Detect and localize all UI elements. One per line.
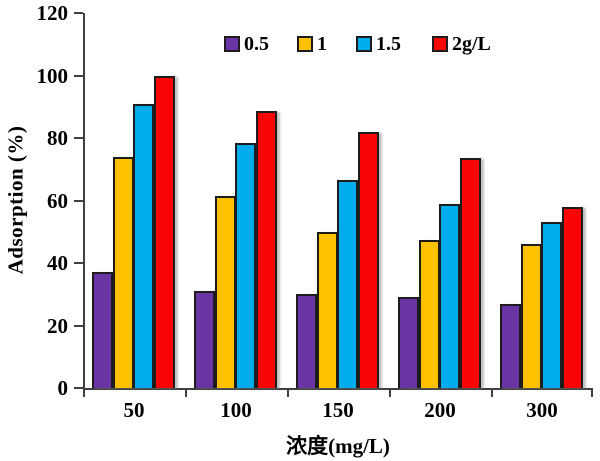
legend-swatch-icon: [432, 36, 448, 52]
x-tick-label-200: 200: [424, 398, 456, 422]
bar-0.5-50: [92, 272, 113, 388]
legend-label: 1: [317, 33, 327, 55]
bar-1-200: [418, 239, 440, 388]
x-tick-label-300: 300: [526, 398, 558, 422]
bar-1.5-200: [439, 203, 461, 388]
bar-1.5-100: [235, 142, 257, 388]
bar-2g/L-150: [358, 131, 380, 388]
x-tick-mark: [591, 389, 593, 397]
bar-0.5-300: [500, 303, 521, 388]
plot-area: [83, 13, 593, 390]
y-tick-label-0: 0: [57, 376, 69, 400]
y-tick-mark: [74, 137, 83, 139]
bar-2g/L-100: [256, 111, 278, 388]
legend-label: 1.5: [376, 33, 401, 55]
bar-0.5-150: [296, 294, 317, 388]
bar-2g/L-300: [562, 206, 584, 388]
bar-2g/L-200: [460, 158, 482, 388]
legend-item-0.5: 0.5: [224, 34, 269, 54]
y-tick-mark: [74, 199, 83, 202]
y-tick-label-60: 60: [47, 188, 68, 213]
legend-item-2g/L: 2g/L: [432, 34, 491, 54]
bar-2g/L-50: [154, 75, 176, 388]
legend-swatch-icon: [224, 36, 240, 52]
bar-0.5-200: [398, 297, 419, 388]
x-tick-mark: [83, 389, 85, 397]
x-axis-title: 浓度(mg/L): [286, 434, 390, 458]
y-tick-label-100: 100: [36, 63, 69, 88]
y-tick-mark: [74, 262, 83, 264]
bar-1-50: [112, 156, 134, 388]
x-tick-mark: [491, 389, 493, 397]
legend-item-1: 1: [297, 34, 327, 54]
legend-label: 0.5: [244, 33, 269, 55]
x-tick-label-100: 100: [220, 398, 252, 422]
x-tick-mark: [389, 389, 391, 397]
bar-1.5-50: [133, 103, 155, 388]
y-tick-mark: [74, 324, 83, 327]
x-tick-label-150: 150: [322, 398, 354, 422]
x-tick-mark: [287, 389, 289, 397]
x-tick-mark: [185, 389, 187, 397]
legend-label: 2g/L: [452, 33, 491, 55]
bar-1.5-150: [337, 180, 359, 388]
bar-1-150: [316, 231, 338, 388]
y-tick-label-20: 20: [47, 313, 68, 338]
y-tick-mark: [74, 74, 83, 77]
legend-item-1.5: 1.5: [356, 34, 401, 54]
bar-0.5-100: [194, 291, 215, 388]
legend-swatch-icon: [356, 36, 372, 52]
y-tick-label-40: 40: [47, 251, 68, 275]
legend-swatch-icon: [297, 36, 313, 52]
bar-1.5-300: [541, 222, 563, 388]
y-tick-mark: [74, 12, 83, 14]
y-tick-label-120: 120: [36, 1, 69, 25]
y-tick-label-80: 80: [47, 126, 68, 150]
bar-1-100: [214, 195, 236, 388]
x-tick-label-50: 50: [123, 398, 145, 422]
y-tick-mark: [74, 387, 83, 389]
bar-1-300: [520, 244, 542, 388]
